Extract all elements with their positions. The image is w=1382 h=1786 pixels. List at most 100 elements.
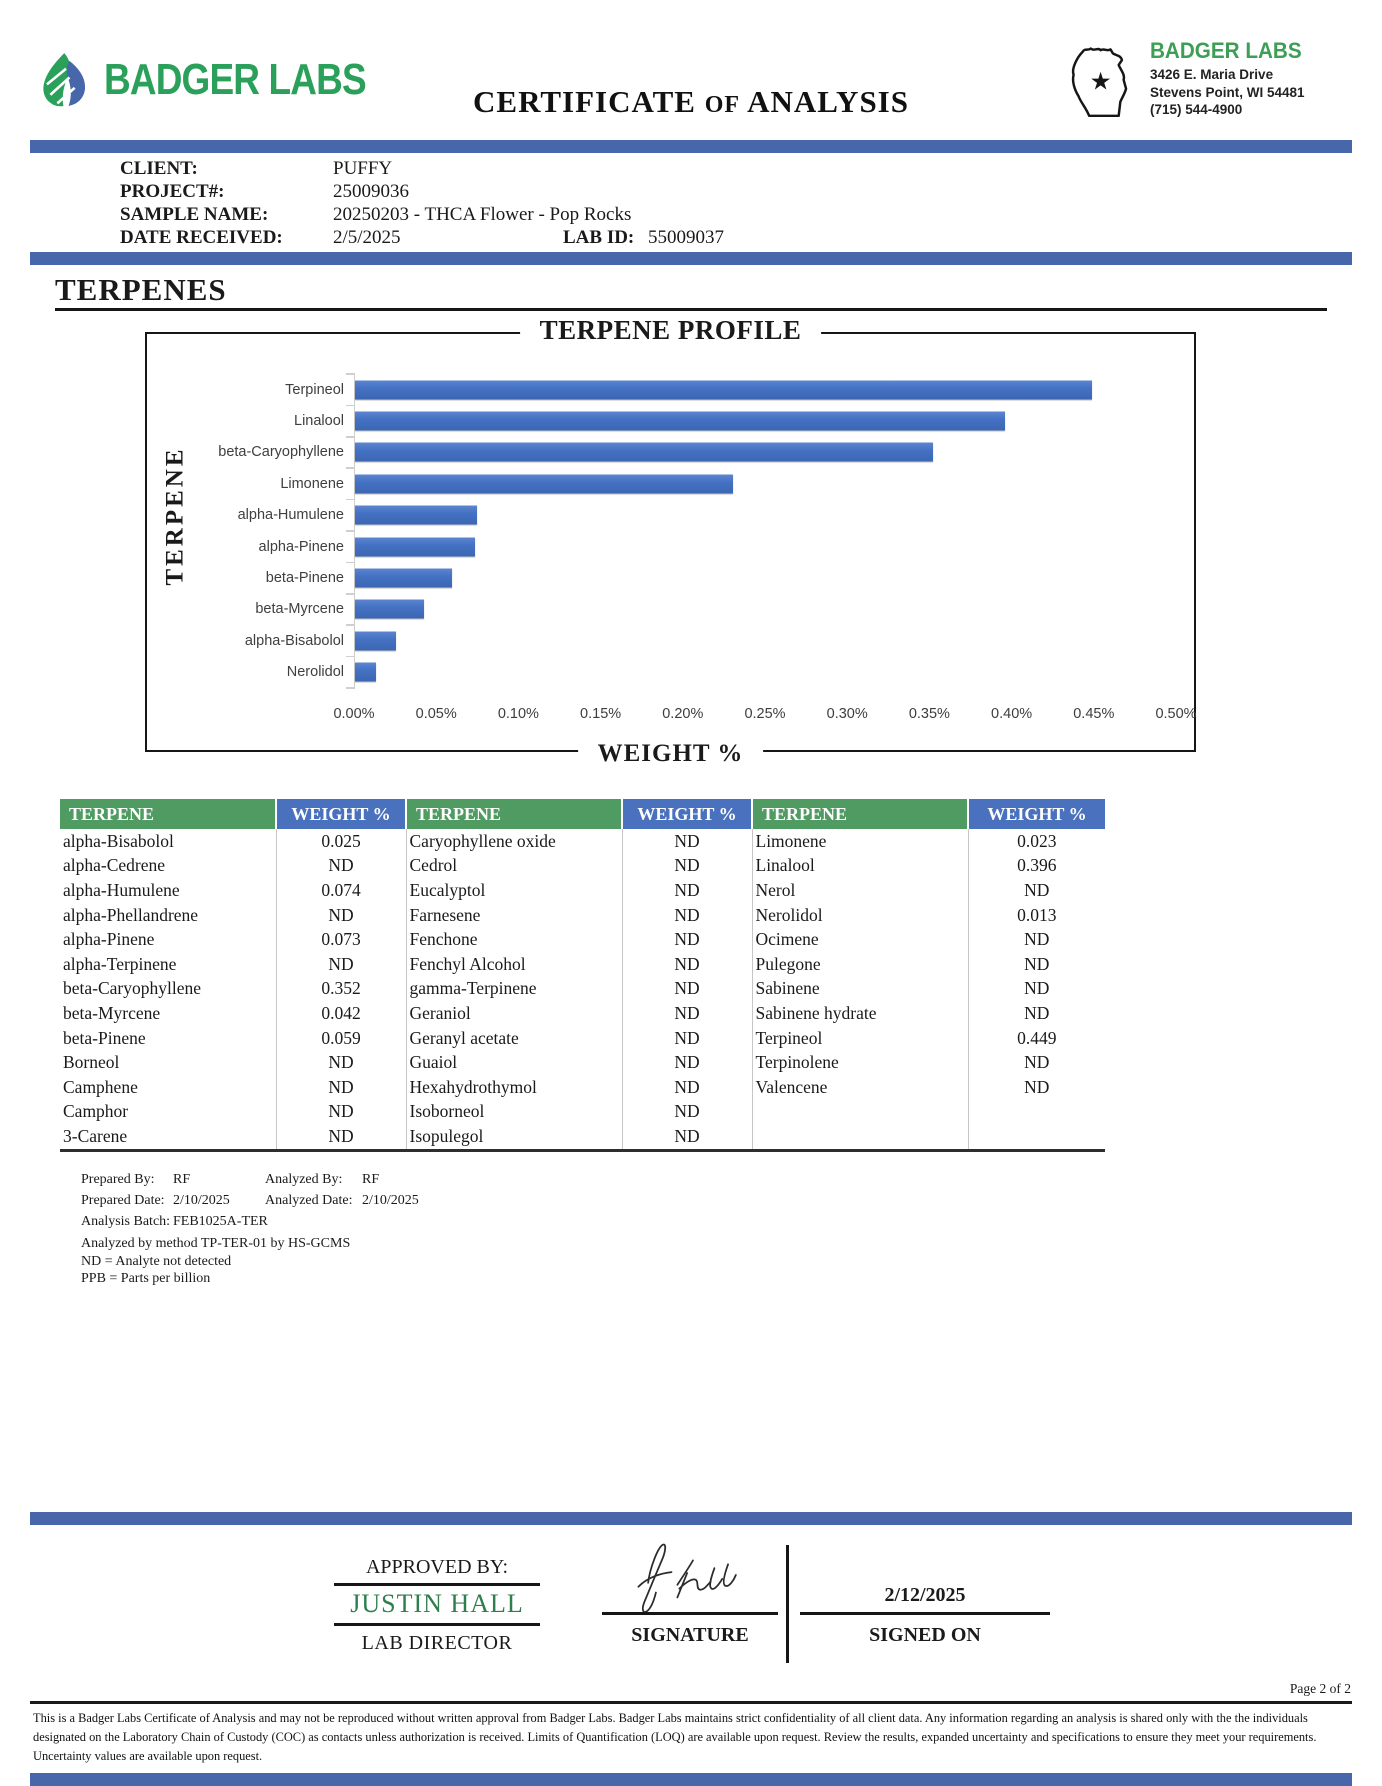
footer-rule xyxy=(30,1701,1352,1704)
axis-tick-label: 0.05% xyxy=(415,706,457,722)
terpene-value-cell: ND xyxy=(622,951,753,977)
axis-tick-label: 0.30% xyxy=(826,706,868,722)
terpene-name-cell: Pulegone xyxy=(752,951,969,977)
axis-tick-label: 0.45% xyxy=(1073,706,1115,722)
terpene-name-cell: Limonene xyxy=(752,829,969,854)
chart-bar-row: alpha-Humulene xyxy=(238,500,1176,531)
terpene-value-cell: 0.396 xyxy=(1017,855,1057,876)
table-row: beta-Pinene 0.059 Geranyl acetate ND Terpine… xyxy=(60,1025,1105,1051)
signed-date-underline xyxy=(800,1612,1050,1615)
axis-tick-label: 0.15% xyxy=(580,706,622,722)
chart-bar-row: alpha-Pinene xyxy=(259,531,1176,562)
chart-category-label: beta-Pinene xyxy=(265,570,344,587)
table-row: beta-Myrcene 0.042 Geraniol ND Sabinene hydr… xyxy=(60,1001,1105,1026)
terpene-name-cell: Isopulegol xyxy=(406,1124,623,1152)
method-note: Analyzed by method TP-TER-01 by HS-GCMS xyxy=(81,1236,351,1251)
chart-x-axis-ticks: 0.00% 0.05% 0.10% 0.15% 0.20% 0.25% 0.30% 0.35%… xyxy=(333,706,1196,726)
analysis-batch-line: Analysis Batch: FEB1025A-TER xyxy=(81,1214,268,1229)
terpene-value-cell: ND xyxy=(622,927,753,952)
chart-bar-row: Terpineol xyxy=(285,374,1176,405)
axis-tick xyxy=(346,373,355,375)
terpene-value-cell: 0.025 xyxy=(276,829,407,854)
signed-on-label: SIGNED ON xyxy=(869,1624,981,1646)
separator-bar xyxy=(30,1773,1352,1786)
chart-bar-row: alpha-Bisabolol xyxy=(245,625,1176,656)
page-title: CERTIFICATE OF ANALYSIS xyxy=(473,84,909,119)
terpene-name-cell: Terpineol xyxy=(752,1025,969,1051)
approved-by-block: APPROVED BY: JUSTIN HALL LAB DIRECTOR xyxy=(334,1556,540,1655)
col-header-weight: WEIGHT % xyxy=(622,799,753,829)
signature-divider xyxy=(786,1545,789,1663)
terpene-name-cell: gamma-Terpinene xyxy=(406,976,623,1002)
terpene-name-cell: Valencene xyxy=(752,1074,969,1100)
chart-category-label: Limonene xyxy=(280,475,344,492)
terpene-name-cell: beta-Pinene xyxy=(60,1025,277,1051)
terpene-name-cell: Caryophyllene oxide xyxy=(406,829,623,854)
chart-title: TERPENE PROFILE xyxy=(519,315,822,346)
terpene-name-cell: Borneol xyxy=(60,1050,277,1075)
terpene-name-cell: Camphene xyxy=(60,1074,277,1100)
chart-category-label: Nerolidol xyxy=(286,664,344,681)
chart-category-label: beta-Caryophyllene xyxy=(218,444,344,461)
section-rule xyxy=(55,308,1327,311)
table-row: alpha-Cedrene ND Cedrol ND Linalool 0.396 xyxy=(60,853,1105,879)
terpene-value-cell: ND xyxy=(1024,929,1050,950)
chart-category-label: alpha-Bisabolol xyxy=(244,632,344,649)
section-title: TERPENES xyxy=(55,272,227,307)
table-row: Camphene ND Hexahydrothymol ND Valencene ND xyxy=(60,1074,1105,1100)
prepared-date-line: Prepared Date: 2/10/2025 Analyzed Date: … xyxy=(81,1193,419,1208)
col-header-weight: WEIGHT % xyxy=(276,799,407,829)
chart-bar-row: beta-Myrcene xyxy=(255,594,1176,625)
terpene-value-cell: ND xyxy=(622,1124,753,1152)
terpene-name-cell xyxy=(752,1124,969,1152)
table-row: Borneol ND Guaiol ND Terpinolene ND xyxy=(60,1050,1105,1075)
chart-bar-row: beta-Caryophyllene xyxy=(218,437,1176,468)
chart-category-label: Linalool xyxy=(294,413,344,430)
terpene-name-cell: alpha-Phellandrene xyxy=(60,902,277,928)
terpene-name-cell xyxy=(752,1099,969,1125)
table-row: 3-Carene ND Isopulegol ND xyxy=(60,1124,1105,1152)
client-row: CLIENT: PUFFY xyxy=(120,158,393,179)
axis-tick xyxy=(346,498,355,501)
terpene-value-cell xyxy=(968,1100,1105,1125)
table-row: alpha-Terpinene ND Fenchyl Alcohol ND Pulego… xyxy=(60,951,1105,977)
terpene-value-cell: ND xyxy=(1024,1002,1050,1023)
terpene-value-cell: ND xyxy=(276,951,407,977)
terpene-value-cell: ND xyxy=(1024,978,1050,999)
terpene-name-cell: Linalool xyxy=(752,853,969,879)
chart-bar xyxy=(355,411,1006,431)
col-header-weight: WEIGHT % xyxy=(968,799,1105,829)
axis-tick xyxy=(346,624,355,626)
axis-tick-label: 0.00% xyxy=(333,706,375,722)
terpene-value-cell: 0.023 xyxy=(1017,830,1057,851)
terpene-name-cell: Guaiol xyxy=(406,1050,623,1075)
badger-labs-logo: BADGER LABS xyxy=(40,50,416,110)
axis-tick xyxy=(346,467,355,469)
chart-x-axis-label: WEIGHT % xyxy=(577,740,764,768)
lab-address-block: ★ BADGER LABS 3426 E. Maria Drive Steven… xyxy=(1058,38,1311,128)
chart-bar xyxy=(355,442,933,462)
terpene-value-cell: ND xyxy=(1024,953,1050,974)
terpene-name-cell: alpha-Cedrene xyxy=(60,853,277,879)
chart-bar xyxy=(355,568,452,588)
chart-bar-row: Nerolidol xyxy=(287,657,1176,688)
signed-date: 2/12/2025 xyxy=(884,1584,966,1606)
terpene-value-cell: 0.074 xyxy=(276,878,407,903)
terpene-name-cell: Terpinolene xyxy=(752,1050,969,1075)
terpene-name-cell: Ocimene xyxy=(752,927,969,952)
terpene-value-cell: ND xyxy=(1024,1052,1050,1073)
terpene-value-cell: 0.073 xyxy=(276,927,407,952)
project-row: PROJECT#: 25009036 xyxy=(120,181,409,202)
axis-tick xyxy=(346,687,355,689)
terpene-value-cell: ND xyxy=(622,976,753,1002)
terpene-results-table: TERPENE WEIGHT % TERPENE WEIGHT % TERPEN… xyxy=(60,799,1105,1152)
lab-address: 3426 E. Maria Drive Stevens Point, WI 54… xyxy=(1150,67,1305,118)
table-row: beta-Caryophyllene 0.352 gamma-Terpinene ND… xyxy=(60,976,1105,1002)
axis-tick-label: 0.50% xyxy=(1155,706,1197,722)
lab-name: BADGER LABS xyxy=(1150,38,1302,63)
terpene-name-cell: Fenchone xyxy=(406,927,623,952)
terpene-name-cell: beta-Myrcene xyxy=(60,1001,277,1026)
terpene-value-cell: ND xyxy=(622,902,753,928)
wisconsin-state-icon: ★ xyxy=(1071,47,1128,118)
